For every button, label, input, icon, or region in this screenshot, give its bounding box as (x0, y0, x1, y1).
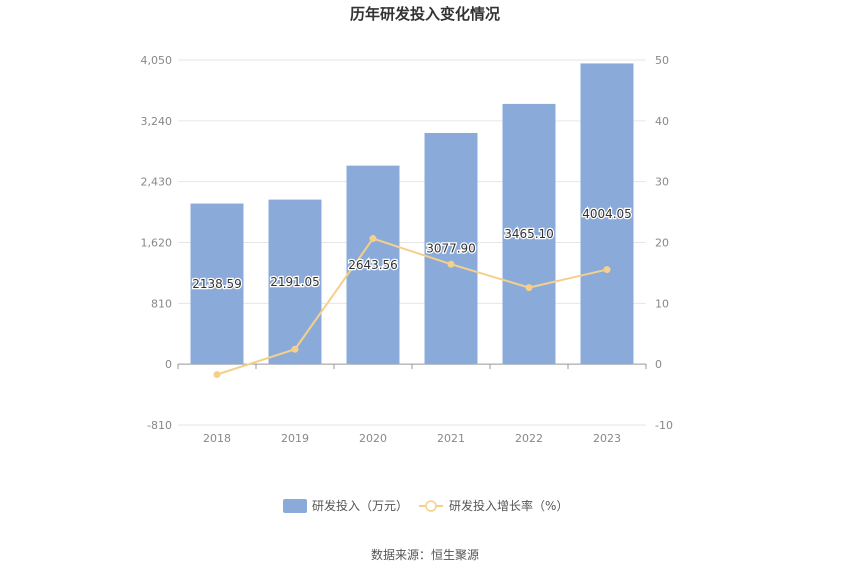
left-y-tick-label: 1,620 (141, 237, 173, 250)
growth-point (369, 235, 377, 243)
left-y-tick-label: 2,430 (141, 176, 173, 189)
growth-point (447, 260, 455, 268)
x-tick-label: 2022 (515, 432, 543, 445)
bar-value-label: 3465.10 (504, 227, 554, 241)
legend-line-label: 研发投入增长率（%） (449, 498, 568, 513)
right-y-tick-label: 20 (655, 237, 669, 250)
bar-value-label: 3077.90 (426, 242, 476, 256)
bar (190, 203, 244, 365)
x-tick-label: 2021 (437, 432, 465, 445)
left-y-tick-label: -810 (147, 419, 172, 432)
bar-value-label: 2191.05 (270, 275, 320, 289)
growth-line (216, 237, 608, 376)
growth-point (603, 266, 611, 274)
x-axis: 2018 2019 2020 2021 2022 2023 (177, 363, 647, 445)
bar-value-label: 2643.56 (348, 258, 398, 272)
x-tick-label: 2023 (593, 432, 621, 445)
line-series (213, 235, 611, 379)
right-y-tick-label: 0 (655, 358, 662, 371)
bar (424, 133, 478, 365)
grid-lines (178, 59, 646, 426)
bar (580, 63, 634, 365)
source-note: 数据来源：恒生聚源 (371, 547, 479, 562)
x-tick-label: 2018 (203, 432, 231, 445)
growth-point (525, 284, 533, 292)
growth-point (291, 345, 299, 353)
left-y-tick-label: 810 (151, 297, 172, 310)
left-y-axis: -810 0 810 1,620 2,430 3,240 4,050 (141, 54, 173, 432)
bar (268, 199, 322, 365)
right-y-tick-label: 10 (655, 297, 669, 310)
x-tick-label: 2019 (281, 432, 309, 445)
legend: 研发投入（万元） 研发投入增长率（%） (283, 498, 568, 513)
right-y-tick-label: 50 (655, 54, 669, 67)
right-y-tick-label: -10 (655, 419, 673, 432)
chart-title: 历年研发投入变化情况 (350, 5, 500, 23)
data-labels: 2138.59 2191.05 2643.56 3077.90 3465.10 4004.… (191, 206, 633, 293)
right-y-axis: -10 0 10 20 30 40 50 (655, 54, 673, 432)
bar-series (190, 63, 634, 365)
left-y-tick-label: 4,050 (141, 54, 173, 67)
bar (502, 103, 556, 365)
right-y-tick-label: 30 (655, 176, 669, 189)
legend-bar-swatch (283, 499, 307, 513)
bar-value-label: 4004.05 (582, 207, 632, 221)
bar-value-label: 2138.59 (192, 277, 242, 291)
legend-bar-label: 研发投入（万元） (312, 498, 408, 513)
left-y-tick-label: 0 (165, 358, 172, 371)
left-y-tick-label: 3,240 (141, 115, 173, 128)
legend-line-marker (425, 500, 437, 512)
x-tick-label: 2020 (359, 432, 387, 445)
growth-point (213, 371, 221, 379)
right-y-tick-label: 40 (655, 115, 669, 128)
